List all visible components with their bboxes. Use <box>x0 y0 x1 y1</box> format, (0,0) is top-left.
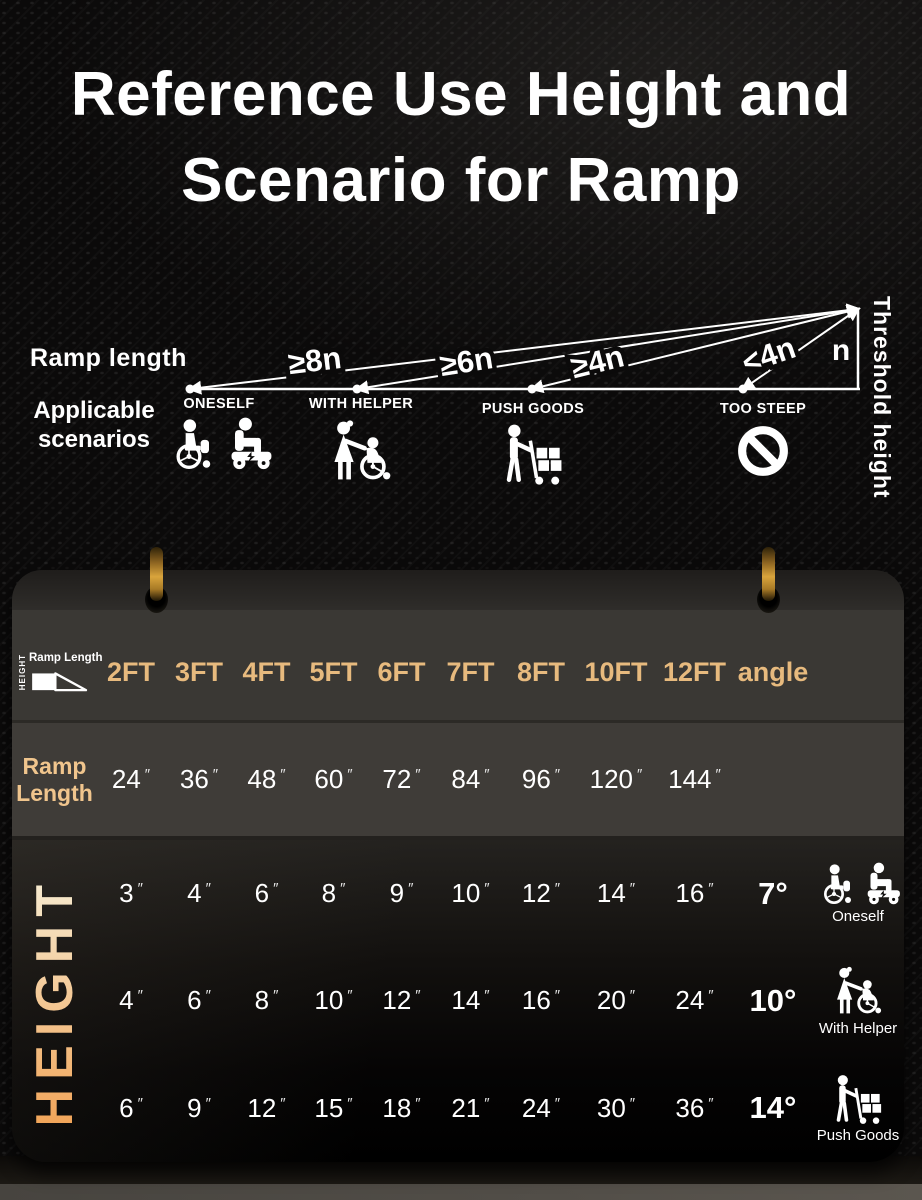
height-value: 14 ″ <box>596 878 636 909</box>
ramp-length-value: 84 ″ <box>451 764 490 794</box>
column-header-10ft: 10FT <box>584 656 648 687</box>
height-value: 15 ″ <box>314 1092 353 1123</box>
height-axis-label: HEIGHT <box>25 875 84 1127</box>
ramp-icon <box>32 672 88 692</box>
height-value: 6 ″ <box>187 985 211 1016</box>
height-value: 10 ″ <box>451 878 490 909</box>
hand-truck-icon <box>501 421 565 487</box>
ramp-length-value: 72 ″ <box>382 764 421 794</box>
height-value: 36 ″ <box>675 1092 714 1123</box>
height-value: 3 ″ <box>119 878 143 909</box>
scenario-oneself-cell: Oneself <box>812 862 904 925</box>
scenario-too-steep: TOO STEEP <box>707 401 819 481</box>
n-label: n <box>832 334 850 367</box>
column-header-2ft: 2FT <box>106 656 155 687</box>
height-value: 12 ″ <box>382 985 421 1016</box>
column-header-3ft: 3FT <box>174 656 223 687</box>
column-header-8ft: 8FT <box>516 656 565 687</box>
angle-value: 7° <box>758 875 788 911</box>
no-entry-icon <box>734 421 792 481</box>
ramp-length-axis-label: Ramp length <box>30 344 187 372</box>
height-value: 4 ″ <box>119 985 143 1016</box>
ramp-length-value: 120 ″ <box>589 764 643 794</box>
column-header-5ft: 5FT <box>309 656 358 687</box>
column-header-4ft: 4FT <box>242 656 291 687</box>
page-title: Reference Use Height and Scenario for Ra… <box>0 52 922 224</box>
ramp-length-value: 144 ″ <box>668 764 721 794</box>
segment-label-8n: ≥8n <box>286 340 343 381</box>
table-corner-cell: HEIGHT Ramp Length <box>12 638 102 692</box>
height-value: 21 ″ <box>451 1092 490 1123</box>
title-line-1: Reference Use Height and <box>70 60 852 129</box>
ramp-length-value: 60 ″ <box>314 764 353 794</box>
ramp-ratio-diagram: ≥8n ≥6n ≥4n <4n n <box>185 303 861 395</box>
hanging-pin-left <box>150 547 163 601</box>
ramp-length-row-label: Ramp Length <box>16 753 93 806</box>
ramp-length-value: 48 ″ <box>247 764 286 794</box>
table-header-row: HEIGHT Ramp Length 2FT 3FT 4FT 5FT 6FT 7… <box>12 610 904 720</box>
height-value: 10 ″ <box>314 985 353 1016</box>
hand-truck-icon <box>835 1073 883 1125</box>
scenario-with-helper-cell: With Helper <box>812 964 904 1037</box>
ramp-length-value: 96 ″ <box>521 764 561 794</box>
height-value: 6 ″ <box>119 1092 143 1123</box>
threshold-height-label: Threshold height <box>869 295 895 499</box>
height-value: 6 ″ <box>254 878 279 909</box>
angle-value: 10° <box>749 982 797 1018</box>
applicable-scenarios-label: Applicable scenarios <box>33 397 155 453</box>
height-value: 24 ″ <box>521 1092 561 1123</box>
column-header-angle: angle <box>737 656 809 687</box>
height-table-body: HEIGHT 3 ″ 4 ″ 6 ″ 8 ″ 9 ″ 10 ″ 12 ″ 14 ″ 16 ″ 7°… <box>12 836 904 1162</box>
title-line-2: Scenario for Ramp <box>181 146 741 215</box>
height-value: 24 ″ <box>675 985 714 1016</box>
height-value: 4 ″ <box>187 878 211 909</box>
helper-wheelchair-icon <box>328 416 394 486</box>
height-value: 9 ″ <box>187 1092 211 1123</box>
segment-label-4n: ≥4n <box>567 338 627 385</box>
height-value: 9 ″ <box>389 878 414 909</box>
height-value: 16 ″ <box>521 985 561 1016</box>
ramp-length-value: 36 ″ <box>179 764 219 794</box>
height-value: 8 ″ <box>321 878 346 909</box>
column-header-6ft: 6FT <box>377 656 426 687</box>
helper-wheelchair-icon <box>835 965 883 1016</box>
scenario-push-goods-cell: Push Goods <box>812 1073 904 1144</box>
angle-value: 14° <box>749 1090 797 1126</box>
manual-wheelchair-icon <box>176 417 212 470</box>
power-wheelchair-icon <box>867 862 900 905</box>
hanging-pin-right <box>762 547 775 601</box>
reference-table-card: HEIGHT Ramp Length 2FT 3FT 4FT 5FT 6FT 7… <box>12 570 904 1162</box>
column-header-12ft: 12FT <box>662 656 727 687</box>
height-value: 16 ″ <box>675 878 714 909</box>
column-header-7ft: 7FT <box>446 656 495 687</box>
scenario-oneself: ONESELF <box>160 396 278 472</box>
segment-label-6n: ≥6n <box>437 340 495 383</box>
ramp-length-row: Ramp Length 24 ″ 36 ″ 48 ″ 60 ″ 72 ″ 84 ″ 96 ″ … <box>12 720 904 836</box>
height-value: 30 ″ <box>596 1092 636 1123</box>
height-value: 14 ″ <box>451 985 490 1016</box>
floor-strip <box>0 1184 922 1200</box>
corner-height-label: HEIGHT <box>18 653 27 691</box>
height-value: 8 ″ <box>254 985 279 1016</box>
corner-ramp-length-label: Ramp Length <box>29 652 103 664</box>
height-value: 12 ″ <box>247 1092 286 1123</box>
scenario-push-goods: PUSH GOODS <box>477 401 589 487</box>
power-wheelchair-icon <box>231 417 272 470</box>
height-value: 12 ″ <box>521 878 561 909</box>
height-value: 20 ″ <box>596 985 636 1016</box>
scenario-with-helper: WITH HELPER <box>302 396 420 486</box>
height-value: 18 ″ <box>382 1092 421 1123</box>
manual-wheelchair-icon <box>823 863 853 905</box>
ramp-length-value: 24 ″ <box>111 764 151 794</box>
